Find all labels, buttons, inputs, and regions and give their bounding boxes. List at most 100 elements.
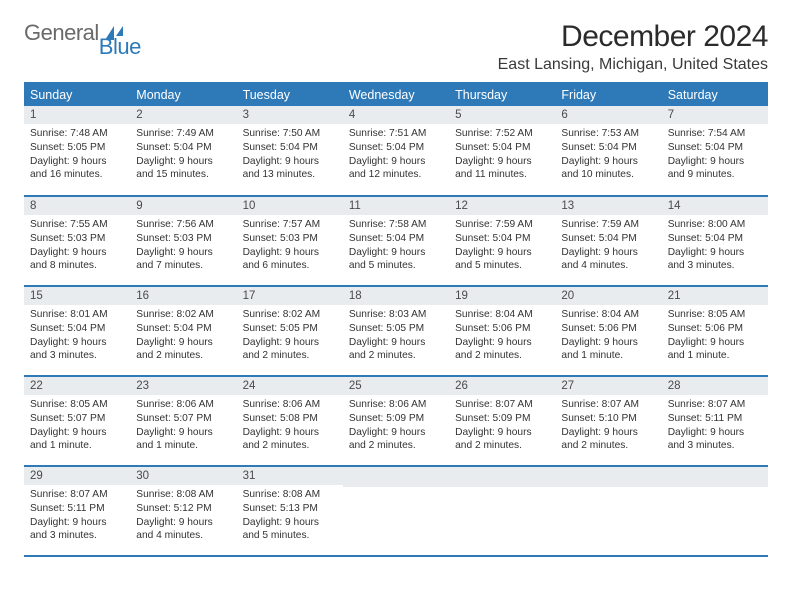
page-title: December 2024 xyxy=(498,20,768,54)
calendar-day-cell: 11Sunrise: 7:58 AMSunset: 5:04 PMDayligh… xyxy=(343,196,449,286)
weekday-header: Saturday xyxy=(662,83,768,106)
day-number-empty xyxy=(662,467,768,487)
day-details: Sunrise: 8:06 AMSunset: 5:09 PMDaylight:… xyxy=(343,395,449,459)
day-details: Sunrise: 8:07 AMSunset: 5:11 PMDaylight:… xyxy=(662,395,768,459)
day-number: 20 xyxy=(555,287,661,305)
day-number-empty xyxy=(449,467,555,487)
weekday-header: Friday xyxy=(555,83,661,106)
day-number: 24 xyxy=(237,377,343,395)
calendar-day-cell: 8Sunrise: 7:55 AMSunset: 5:03 PMDaylight… xyxy=(24,196,130,286)
day-number: 19 xyxy=(449,287,555,305)
day-number: 17 xyxy=(237,287,343,305)
calendar-day-cell: 29Sunrise: 8:07 AMSunset: 5:11 PMDayligh… xyxy=(24,466,130,556)
day-number: 3 xyxy=(237,106,343,124)
day-details: Sunrise: 8:00 AMSunset: 5:04 PMDaylight:… xyxy=(662,215,768,279)
calendar-day-cell: 13Sunrise: 7:59 AMSunset: 5:04 PMDayligh… xyxy=(555,196,661,286)
weekday-header-row: SundayMondayTuesdayWednesdayThursdayFrid… xyxy=(24,83,768,106)
day-number: 18 xyxy=(343,287,449,305)
day-number: 22 xyxy=(24,377,130,395)
day-number: 14 xyxy=(662,197,768,215)
weekday-header: Thursday xyxy=(449,83,555,106)
day-number: 4 xyxy=(343,106,449,124)
day-details: Sunrise: 7:51 AMSunset: 5:04 PMDaylight:… xyxy=(343,124,449,188)
calendar-week-row: 22Sunrise: 8:05 AMSunset: 5:07 PMDayligh… xyxy=(24,376,768,466)
day-number: 13 xyxy=(555,197,661,215)
logo: General Blue xyxy=(24,20,169,46)
day-number: 25 xyxy=(343,377,449,395)
day-details: Sunrise: 7:55 AMSunset: 5:03 PMDaylight:… xyxy=(24,215,130,279)
calendar-day-cell: 21Sunrise: 8:05 AMSunset: 5:06 PMDayligh… xyxy=(662,286,768,376)
weekday-header: Sunday xyxy=(24,83,130,106)
day-details: Sunrise: 8:03 AMSunset: 5:05 PMDaylight:… xyxy=(343,305,449,369)
day-details: Sunrise: 7:54 AMSunset: 5:04 PMDaylight:… xyxy=(662,124,768,188)
day-details: Sunrise: 8:08 AMSunset: 5:13 PMDaylight:… xyxy=(237,485,343,549)
day-details: Sunrise: 7:58 AMSunset: 5:04 PMDaylight:… xyxy=(343,215,449,279)
day-details: Sunrise: 7:49 AMSunset: 5:04 PMDaylight:… xyxy=(130,124,236,188)
calendar-day-cell: 5Sunrise: 7:52 AMSunset: 5:04 PMDaylight… xyxy=(449,106,555,196)
day-number: 31 xyxy=(237,467,343,485)
day-number: 6 xyxy=(555,106,661,124)
title-block: December 2024 East Lansing, Michigan, Un… xyxy=(498,20,768,74)
calendar-day-cell xyxy=(449,466,555,556)
weekday-header: Tuesday xyxy=(237,83,343,106)
day-details: Sunrise: 8:05 AMSunset: 5:06 PMDaylight:… xyxy=(662,305,768,369)
day-number: 8 xyxy=(24,197,130,215)
calendar-day-cell: 23Sunrise: 8:06 AMSunset: 5:07 PMDayligh… xyxy=(130,376,236,466)
calendar-day-cell: 24Sunrise: 8:06 AMSunset: 5:08 PMDayligh… xyxy=(237,376,343,466)
calendar-day-cell: 26Sunrise: 8:07 AMSunset: 5:09 PMDayligh… xyxy=(449,376,555,466)
day-details: Sunrise: 8:07 AMSunset: 5:11 PMDaylight:… xyxy=(24,485,130,549)
day-details: Sunrise: 8:05 AMSunset: 5:07 PMDaylight:… xyxy=(24,395,130,459)
calendar-week-row: 15Sunrise: 8:01 AMSunset: 5:04 PMDayligh… xyxy=(24,286,768,376)
day-number-empty xyxy=(343,467,449,487)
location-label: East Lansing, Michigan, United States xyxy=(498,56,768,74)
day-number: 15 xyxy=(24,287,130,305)
day-details: Sunrise: 7:52 AMSunset: 5:04 PMDaylight:… xyxy=(449,124,555,188)
calendar-day-cell: 28Sunrise: 8:07 AMSunset: 5:11 PMDayligh… xyxy=(662,376,768,466)
calendar-day-cell: 18Sunrise: 8:03 AMSunset: 5:05 PMDayligh… xyxy=(343,286,449,376)
calendar-day-cell: 1Sunrise: 7:48 AMSunset: 5:05 PMDaylight… xyxy=(24,106,130,196)
calendar-day-cell: 10Sunrise: 7:57 AMSunset: 5:03 PMDayligh… xyxy=(237,196,343,286)
weekday-header: Wednesday xyxy=(343,83,449,106)
day-details: Sunrise: 7:56 AMSunset: 5:03 PMDaylight:… xyxy=(130,215,236,279)
calendar-day-cell: 7Sunrise: 7:54 AMSunset: 5:04 PMDaylight… xyxy=(662,106,768,196)
calendar-day-cell: 20Sunrise: 8:04 AMSunset: 5:06 PMDayligh… xyxy=(555,286,661,376)
day-number: 10 xyxy=(237,197,343,215)
calendar-day-cell: 16Sunrise: 8:02 AMSunset: 5:04 PMDayligh… xyxy=(130,286,236,376)
calendar-day-cell xyxy=(343,466,449,556)
day-number: 5 xyxy=(449,106,555,124)
day-number: 23 xyxy=(130,377,236,395)
day-number: 30 xyxy=(130,467,236,485)
day-number: 9 xyxy=(130,197,236,215)
logo-text-1: General xyxy=(24,20,99,46)
calendar-day-cell xyxy=(662,466,768,556)
day-details: Sunrise: 8:04 AMSunset: 5:06 PMDaylight:… xyxy=(449,305,555,369)
day-details: Sunrise: 7:59 AMSunset: 5:04 PMDaylight:… xyxy=(555,215,661,279)
calendar-day-cell: 14Sunrise: 8:00 AMSunset: 5:04 PMDayligh… xyxy=(662,196,768,286)
day-details: Sunrise: 8:08 AMSunset: 5:12 PMDaylight:… xyxy=(130,485,236,549)
day-details: Sunrise: 7:50 AMSunset: 5:04 PMDaylight:… xyxy=(237,124,343,188)
logo-text-2: Blue xyxy=(99,34,141,60)
day-number: 27 xyxy=(555,377,661,395)
day-number: 21 xyxy=(662,287,768,305)
day-number: 29 xyxy=(24,467,130,485)
calendar-day-cell: 19Sunrise: 8:04 AMSunset: 5:06 PMDayligh… xyxy=(449,286,555,376)
day-details: Sunrise: 8:07 AMSunset: 5:09 PMDaylight:… xyxy=(449,395,555,459)
calendar-day-cell: 4Sunrise: 7:51 AMSunset: 5:04 PMDaylight… xyxy=(343,106,449,196)
calendar-week-row: 8Sunrise: 7:55 AMSunset: 5:03 PMDaylight… xyxy=(24,196,768,286)
day-details: Sunrise: 8:04 AMSunset: 5:06 PMDaylight:… xyxy=(555,305,661,369)
weekday-header: Monday xyxy=(130,83,236,106)
calendar-week-row: 29Sunrise: 8:07 AMSunset: 5:11 PMDayligh… xyxy=(24,466,768,556)
calendar-day-cell: 30Sunrise: 8:08 AMSunset: 5:12 PMDayligh… xyxy=(130,466,236,556)
day-details: Sunrise: 8:06 AMSunset: 5:08 PMDaylight:… xyxy=(237,395,343,459)
calendar-day-cell: 3Sunrise: 7:50 AMSunset: 5:04 PMDaylight… xyxy=(237,106,343,196)
day-number: 1 xyxy=(24,106,130,124)
day-number: 16 xyxy=(130,287,236,305)
calendar-day-cell xyxy=(555,466,661,556)
day-number: 26 xyxy=(449,377,555,395)
calendar-day-cell: 17Sunrise: 8:02 AMSunset: 5:05 PMDayligh… xyxy=(237,286,343,376)
day-details: Sunrise: 7:53 AMSunset: 5:04 PMDaylight:… xyxy=(555,124,661,188)
calendar-table: SundayMondayTuesdayWednesdayThursdayFrid… xyxy=(24,82,768,557)
day-number: 28 xyxy=(662,377,768,395)
day-details: Sunrise: 8:06 AMSunset: 5:07 PMDaylight:… xyxy=(130,395,236,459)
calendar-body: 1Sunrise: 7:48 AMSunset: 5:05 PMDaylight… xyxy=(24,106,768,556)
